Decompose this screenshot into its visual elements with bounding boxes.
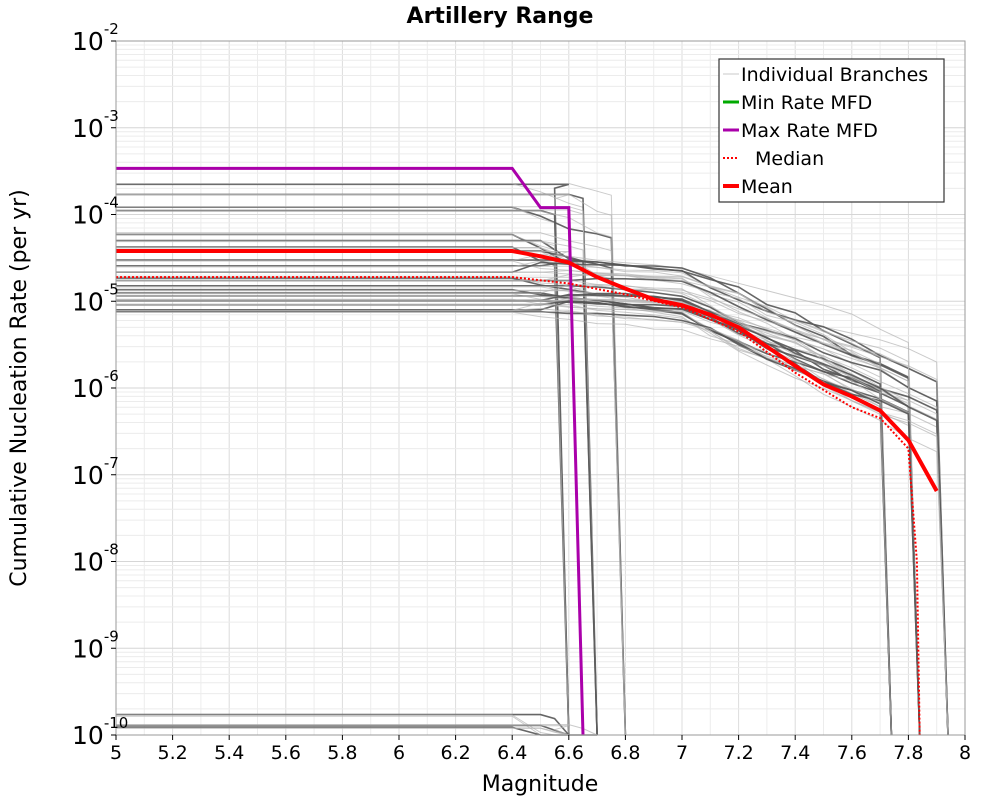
y-tick-exponent: -3	[104, 107, 119, 125]
median-line	[116, 276, 921, 736]
series-lines	[116, 166, 939, 736]
x-tick-label: 5.6	[271, 742, 301, 764]
branch-line	[116, 253, 921, 736]
chart-title: Artillery Range	[407, 4, 594, 29]
x-tick-label: 5.8	[327, 742, 357, 764]
x-tick-label: 5.4	[214, 742, 244, 764]
legend-label: Mean	[741, 176, 793, 198]
x-tick-label: 6.4	[497, 742, 527, 764]
y-tick-exponent: -8	[104, 541, 119, 559]
y-tick-exponent: -9	[104, 627, 119, 645]
x-tick-label: 5.2	[157, 742, 187, 764]
y-tick-exponent: -7	[104, 454, 119, 472]
max-rate-mfd-line	[116, 166, 585, 736]
x-tick-label: 6.6	[554, 742, 584, 764]
y-tick-label: 10-8	[72, 541, 119, 577]
y-tick-exponent: -5	[104, 280, 119, 298]
branch-line	[116, 250, 598, 736]
branch-line	[116, 274, 949, 736]
y-tick-label: 10-2	[72, 20, 119, 56]
branch-line	[116, 271, 921, 736]
y-tick-exponent: -6	[104, 367, 119, 385]
branch-line	[116, 300, 893, 736]
x-tick-label: 8	[959, 742, 971, 764]
branch-line	[116, 292, 921, 736]
y-axis-label: Cumulative Nucleation Rate (per yr)	[7, 189, 32, 587]
branch-line	[116, 260, 921, 736]
x-tick-label: 6.8	[610, 742, 640, 764]
y-tick-exponent: -2	[104, 20, 119, 38]
x-axis-label: Magnitude	[482, 772, 599, 797]
legend-label: Median	[755, 148, 824, 170]
y-tick-label: 10-4	[72, 194, 119, 230]
branch-line	[116, 310, 921, 736]
y-tick-label: 10-9	[72, 627, 119, 663]
y-tick-label: 10-6	[72, 367, 119, 403]
x-tick-label: 7.6	[837, 742, 867, 764]
x-tick-label: 6	[393, 742, 405, 764]
individual-branches	[116, 183, 949, 736]
x-axis-ticks: 5 5.2 5.4 5.6 5.8 6 6.2 6.4 6.6 6.8 7 7.2 7.4 7.6 7.8 8	[110, 735, 971, 764]
branch-line	[116, 310, 949, 736]
branch-line	[116, 285, 949, 736]
y-tick-exponent: -4	[104, 194, 119, 212]
branch-line	[116, 260, 949, 736]
legend-label: Min Rate MFD	[741, 92, 872, 114]
branch-line	[116, 725, 569, 736]
y-tick-label: 10-7	[72, 454, 119, 490]
legend-box	[718, 58, 945, 203]
branch-line	[116, 299, 921, 736]
x-tick-label: 7.2	[723, 742, 753, 764]
legend: Individual Branches Min Rate MFD Max Rate …	[718, 58, 945, 203]
x-tick-label: 7	[676, 742, 688, 764]
branch-line	[116, 269, 892, 736]
x-tick-label: 6.2	[440, 742, 470, 764]
legend-label: Individual Branches	[741, 64, 928, 86]
branch-line	[116, 284, 921, 736]
x-tick-label: 7.4	[780, 742, 810, 764]
legend-label: Max Rate MFD	[741, 120, 878, 142]
x-tick-label: 5	[110, 742, 122, 764]
branch-line	[116, 311, 892, 736]
y-tick-label: 10-5	[72, 280, 119, 316]
branch-line	[116, 261, 949, 736]
branch-line	[116, 299, 892, 736]
branch-line	[116, 259, 893, 736]
branch-line	[116, 293, 893, 736]
x-tick-label: 7.8	[893, 742, 923, 764]
y-tick-exponent: -10	[104, 714, 129, 732]
branch-line	[116, 724, 598, 736]
y-tick-label: 10-3	[72, 107, 119, 143]
branch-line	[116, 727, 569, 736]
mean-line	[116, 249, 939, 492]
